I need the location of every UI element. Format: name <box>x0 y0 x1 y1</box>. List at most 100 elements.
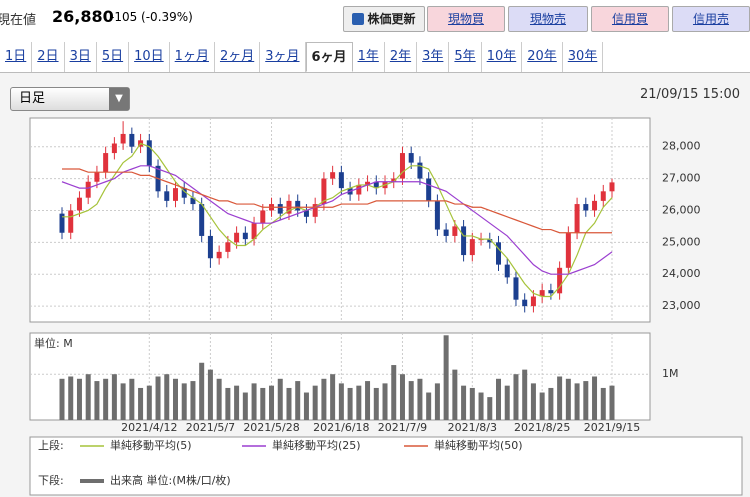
volume-bar <box>609 385 615 420</box>
volume-bar <box>103 378 109 420</box>
volume-unit: 単位: M <box>34 336 73 350</box>
candle-body <box>461 226 467 256</box>
period-tab[interactable]: 5年 <box>449 42 482 72</box>
candle-body <box>207 235 213 259</box>
candle-body <box>452 226 458 236</box>
change: -105 (-0.39%) <box>110 10 193 24</box>
volume-bar <box>574 383 580 420</box>
timestamp: 21/09/15 15:00 <box>640 87 740 102</box>
candle-body <box>181 188 187 198</box>
candle-body <box>190 197 196 205</box>
candle-body <box>120 133 126 144</box>
candle-body <box>487 239 493 243</box>
candle-body <box>76 197 82 211</box>
volume-bar <box>382 383 388 420</box>
volume-bar <box>155 376 161 420</box>
candle-body <box>260 210 266 224</box>
price: 26,880 <box>52 7 114 26</box>
volume-bar <box>565 378 571 420</box>
volume-bar <box>111 374 117 420</box>
y-tick-label: 25,000 <box>662 235 701 248</box>
volume-bar <box>356 385 362 420</box>
volume-bar <box>461 385 467 420</box>
candle-body <box>199 204 205 236</box>
period-tab[interactable]: 2日 <box>32 42 65 72</box>
candle-body <box>303 210 309 217</box>
period-tab[interactable]: 3年 <box>417 42 450 72</box>
trade-button[interactable]: 信用買 <box>591 6 669 32</box>
volume-bar <box>330 374 336 420</box>
volume-bar <box>373 387 379 420</box>
candle-body <box>530 296 536 307</box>
volume-bar <box>600 387 606 420</box>
header: 現在値 26,880 -105 (-0.39%) 株価更新 現物買 現物売 信用買信… <box>0 0 750 36</box>
y-tick-label: 23,000 <box>662 299 701 312</box>
candle-body <box>469 239 475 256</box>
x-tick-label: 2021/4/12 <box>121 421 177 434</box>
dropdown[interactable]: 日足 ▼ <box>10 87 130 111</box>
legend-upper: 上段: <box>38 438 64 452</box>
candle-body <box>504 264 510 278</box>
trade-button[interactable]: 信用売 <box>672 6 750 32</box>
period-tab[interactable]: 2年 <box>385 42 418 72</box>
refresh-text: 株価更新 <box>367 12 416 26</box>
period-tab[interactable]: 1日 <box>0 42 33 72</box>
period-tab[interactable]: 20年 <box>522 42 563 72</box>
candle-body <box>103 153 109 173</box>
candle-body <box>321 178 327 205</box>
candle-body <box>426 178 432 201</box>
volume-bar <box>583 381 589 420</box>
candle-body <box>338 172 344 189</box>
volume-bar <box>513 374 519 420</box>
candle-body <box>565 232 571 268</box>
volume-bar <box>496 378 502 420</box>
volume-bar <box>251 383 257 420</box>
candle-body <box>295 200 301 211</box>
volume-bar <box>242 392 248 420</box>
volume-bar <box>469 387 475 420</box>
candle-body <box>59 213 65 233</box>
volume-bar <box>172 378 178 420</box>
volume-bar <box>478 392 484 420</box>
volume-bar <box>216 378 222 420</box>
volume-bar <box>452 369 458 420</box>
refresh-button[interactable]: 株価更新 <box>343 6 425 32</box>
period-tab[interactable]: 10年 <box>482 42 523 72</box>
period-tab[interactable]: 6ヶ月 <box>305 42 353 72</box>
period-tab[interactable]: 3ヶ月 <box>260 42 306 72</box>
period-tabs: 1日 2日 3日 5日 10日 1ヶ月 2ヶ月 3ヶ月 6ヶ月 1年 2年 3年 5年 10年 20年 30年 <box>0 42 750 73</box>
period-tab[interactable]: 2ヶ月 <box>215 42 261 72</box>
candle-body <box>417 162 423 179</box>
volume-bar <box>530 383 536 420</box>
volume-bar <box>138 387 144 420</box>
legend-lower: 下段: <box>38 473 64 487</box>
volume-bar <box>417 378 423 420</box>
volume-bar <box>295 381 301 420</box>
volume-bar <box>592 376 598 420</box>
trade-button[interactable]: 現物買 <box>427 6 505 32</box>
volume-bar <box>129 378 135 420</box>
candle-body <box>164 191 170 201</box>
period-tab[interactable]: 1年 <box>353 42 385 72</box>
period-tab[interactable]: 5日 <box>97 42 130 72</box>
volume-bar <box>181 383 187 420</box>
candle-body <box>68 210 74 233</box>
candle-body <box>443 229 449 236</box>
period-tab[interactable]: 1ヶ月 <box>170 42 215 72</box>
candle-body <box>391 178 397 182</box>
x-tick-label: 2021/5/7 <box>186 421 235 434</box>
period-tab[interactable]: 30年 <box>563 42 604 72</box>
candle-body <box>574 204 580 233</box>
ma-line <box>62 168 612 234</box>
volume-bar <box>548 387 554 420</box>
trade-button[interactable]: 現物売 <box>508 6 588 32</box>
volume-bar <box>199 362 205 420</box>
candle-body <box>312 204 318 217</box>
volume-bar <box>59 378 65 420</box>
volume-bar <box>120 383 126 420</box>
x-tick-label: 2021/5/28 <box>243 421 299 434</box>
period-tab[interactable]: 10日 <box>129 42 170 72</box>
x-tick-label: 2021/8/25 <box>514 421 570 434</box>
period-tab[interactable]: 3日 <box>65 42 97 72</box>
